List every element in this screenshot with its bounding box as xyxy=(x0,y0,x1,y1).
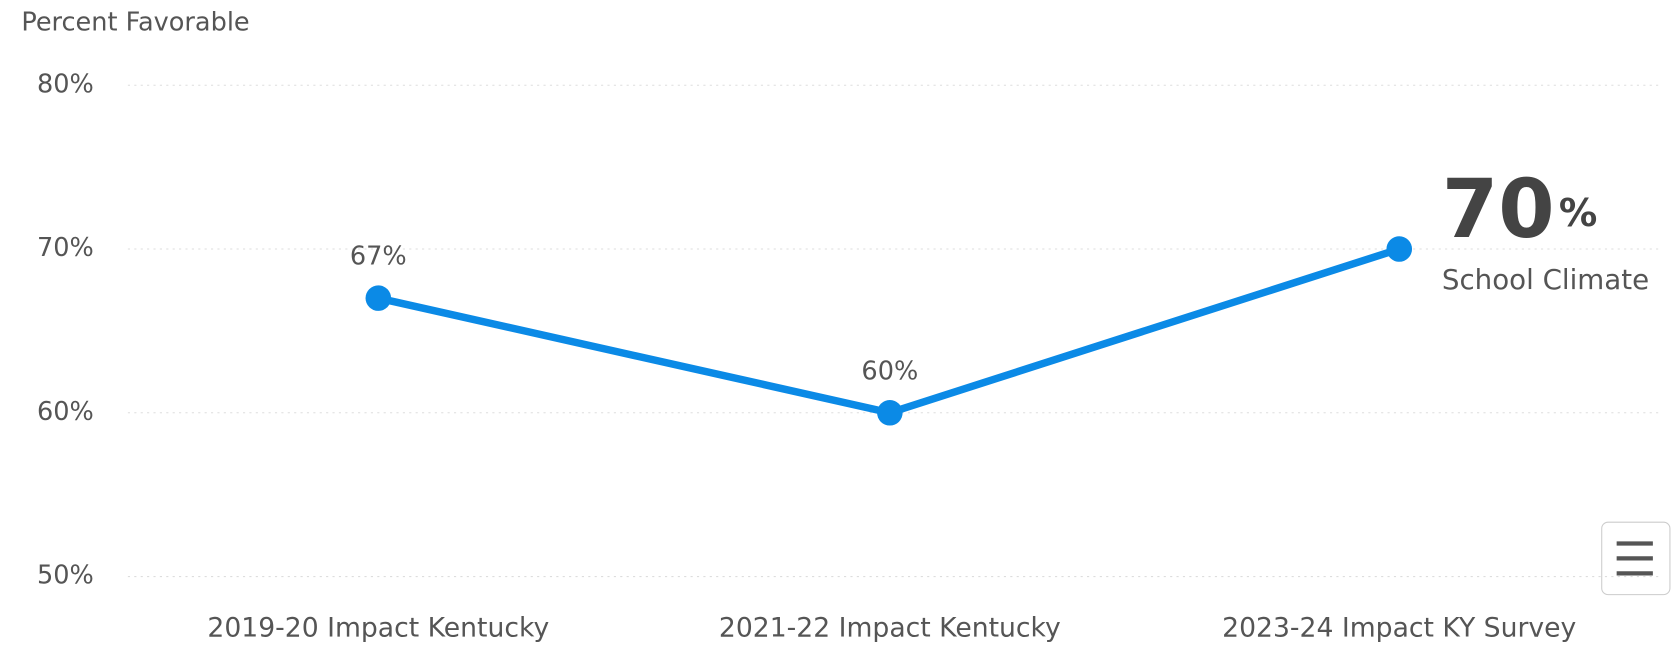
data-label: 67% xyxy=(350,242,407,272)
data-label: 60% xyxy=(861,356,918,386)
menu-button[interactable] xyxy=(1601,521,1671,596)
x-tick-label: 2019-20 Impact Kentucky xyxy=(207,612,549,643)
y-tick-label: 70% xyxy=(37,233,94,263)
data-point xyxy=(365,285,392,311)
callout-unit: % xyxy=(1559,190,1597,235)
y-tick-label: 80% xyxy=(37,69,94,99)
y-axis-label: Percent Favorable xyxy=(21,7,249,37)
y-tick-label: 50% xyxy=(37,561,94,591)
y-tick-label: 60% xyxy=(37,397,94,427)
menu-icon[interactable] xyxy=(1616,541,1653,576)
x-tick-label: 2023-24 Impact KY Survey xyxy=(1222,612,1576,643)
callout-value: 70% xyxy=(1442,163,1597,257)
data-point xyxy=(1386,236,1413,262)
x-tick-label: 2021-22 Impact Kentucky xyxy=(719,612,1061,643)
callout-number: 70 xyxy=(1442,163,1555,257)
series-name: School Climate xyxy=(1442,263,1649,296)
data-point xyxy=(877,399,903,426)
series-line xyxy=(377,245,1401,417)
